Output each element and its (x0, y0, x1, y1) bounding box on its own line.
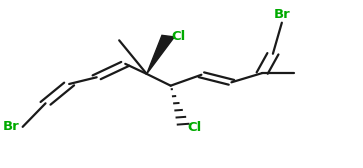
Text: Cl: Cl (171, 30, 185, 43)
Text: Br: Br (273, 8, 290, 21)
Text: Br: Br (3, 120, 20, 133)
Polygon shape (147, 35, 174, 74)
Text: Cl: Cl (187, 121, 201, 134)
